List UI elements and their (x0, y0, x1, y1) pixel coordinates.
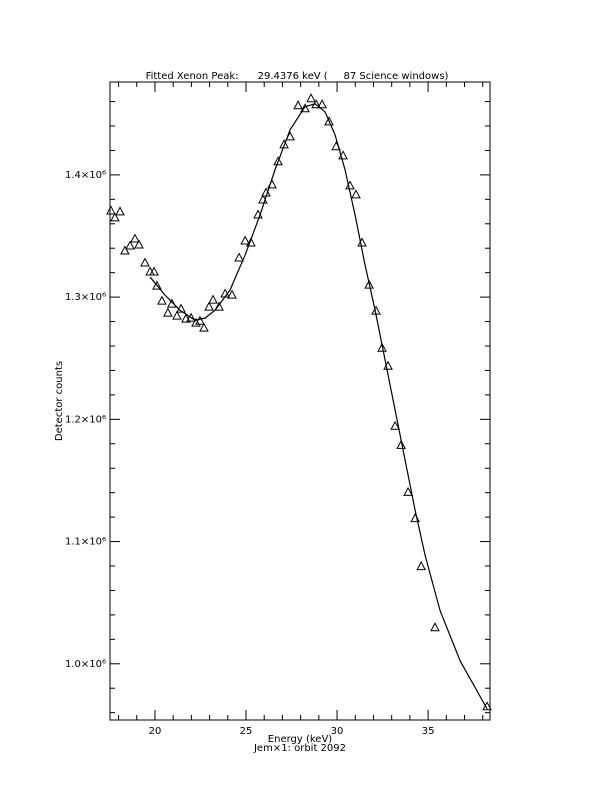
data-point (115, 206, 125, 216)
data-point (181, 313, 191, 323)
y-tick-label: 1.4×10⁶ (65, 170, 106, 181)
data-point (195, 315, 205, 325)
x-axis-label: Energy (keV) (268, 734, 333, 745)
fit-line (149, 103, 488, 710)
data-point (377, 342, 387, 352)
data-point (125, 240, 135, 250)
y-tick-label: 1.0×10⁶ (65, 659, 106, 670)
data-point (140, 257, 150, 267)
data-point (279, 139, 289, 149)
data-point (110, 212, 120, 222)
data-point (246, 237, 256, 247)
subtitle: Jem×1: orbit 2092 (253, 743, 346, 754)
data-point (227, 289, 237, 299)
data-point (317, 99, 327, 109)
x-tick-label: 25 (240, 726, 253, 737)
data-point (403, 486, 413, 496)
data-point (186, 312, 196, 322)
data-point (157, 295, 167, 305)
y-tick-label: 1.3×10⁶ (65, 292, 106, 303)
data-point (120, 245, 130, 255)
data-point (273, 156, 283, 166)
data-point (149, 266, 159, 276)
data-point (134, 239, 144, 249)
data-point (176, 303, 186, 313)
x-tick-label: 20 (149, 726, 162, 737)
data-point (234, 252, 244, 262)
x-tick-label: 35 (422, 726, 435, 737)
data-point (364, 279, 374, 289)
data-point (208, 294, 218, 304)
plot-frame (109, 81, 491, 721)
x-tick-label: 30 (331, 726, 344, 737)
data-point (430, 622, 440, 632)
data-point (214, 301, 224, 311)
data-point (172, 310, 182, 320)
y-tick-label: 1.2×10⁶ (65, 414, 106, 425)
data-point (152, 280, 162, 290)
data-point (324, 116, 334, 126)
data-point (300, 103, 310, 113)
data-point (199, 322, 209, 332)
data-point (240, 235, 250, 245)
data-point (106, 205, 116, 215)
data-point (204, 301, 214, 311)
data-point (293, 100, 303, 110)
y-tick-label: 1.1×10⁶ (65, 537, 106, 548)
data-point (191, 317, 201, 327)
y-axis-label: Detector counts (54, 361, 65, 441)
data-point (390, 420, 400, 430)
data-point (306, 93, 316, 103)
data-point (163, 307, 173, 317)
data-point (416, 561, 427, 571)
data-point (351, 189, 361, 199)
data-point (396, 439, 406, 449)
chart-title: Fitted Xenon Peak: 29.4376 keV ( 87 Scie… (146, 71, 449, 82)
data-point (130, 233, 140, 243)
